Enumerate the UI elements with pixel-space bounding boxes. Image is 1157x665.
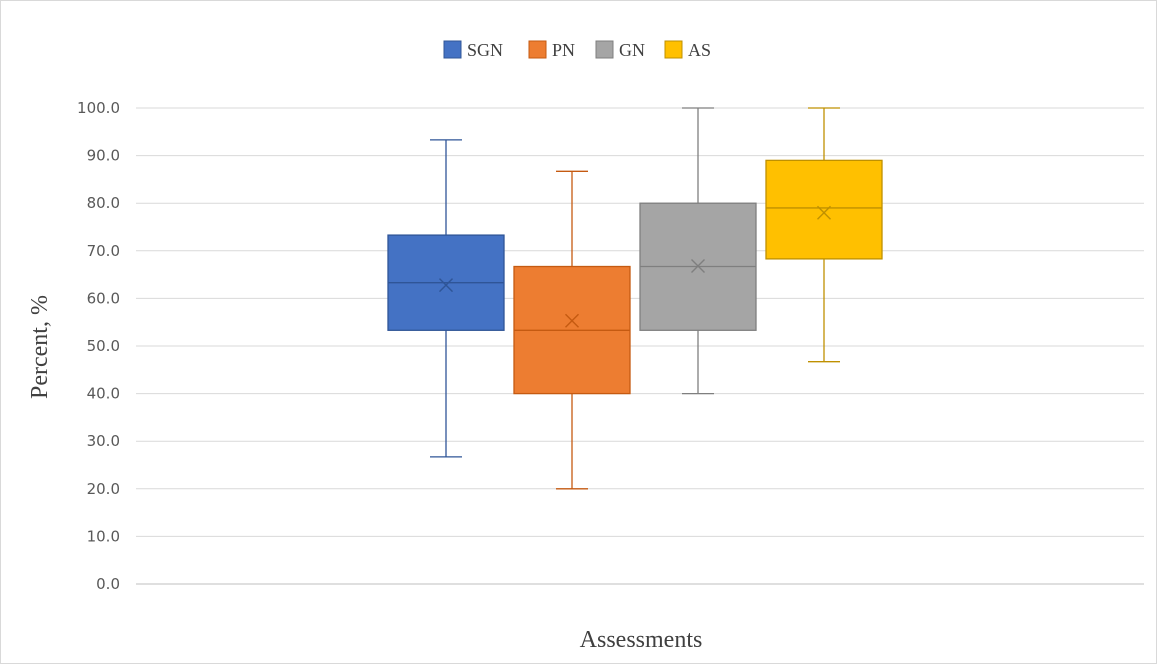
box-pn xyxy=(513,170,631,490)
legend-label: SGN xyxy=(467,40,503,60)
legend-label: PN xyxy=(552,40,575,60)
y-tick-label: 80.0 xyxy=(87,194,120,212)
legend-label: AS xyxy=(688,40,711,60)
y-tick-label: 90.0 xyxy=(87,147,120,165)
legend-item-sgn: SGN xyxy=(443,40,503,60)
legend-swatch xyxy=(664,40,683,59)
y-tick-label: 10.0 xyxy=(87,527,120,545)
legend-item-gn: GN xyxy=(595,40,645,60)
y-tick-label: 100.0 xyxy=(77,99,120,117)
y-tick-label: 0.0 xyxy=(96,575,120,593)
boxes xyxy=(387,107,883,490)
y-tick-label: 60.0 xyxy=(87,289,120,307)
legend-label: GN xyxy=(619,40,645,60)
y-tick-label: 70.0 xyxy=(87,242,120,260)
legend-swatch xyxy=(443,40,462,59)
legend-swatch xyxy=(595,40,614,59)
gridlines xyxy=(136,107,1144,585)
y-axis-ticks: 0.0 10.0 20.0 30.0 40.0 50.0 60.0 70.0 80.0 90.0 1… xyxy=(77,99,120,593)
box-sgn xyxy=(387,139,505,458)
mean-marker xyxy=(565,313,579,328)
legend: SGN PN GN AS xyxy=(443,40,711,60)
mean-marker xyxy=(817,205,831,220)
mean-marker xyxy=(439,278,453,293)
mean-marker xyxy=(691,259,705,274)
y-tick-label: 20.0 xyxy=(87,480,120,498)
legend-item-as: AS xyxy=(664,40,711,60)
x-axis-title: Assessments xyxy=(580,627,703,653)
box-as xyxy=(765,107,883,363)
legend-swatch xyxy=(528,40,547,59)
iqr-box xyxy=(765,159,883,260)
y-tick-label: 50.0 xyxy=(87,337,120,355)
legend-item-pn: PN xyxy=(528,40,575,60)
box-gn xyxy=(639,107,757,395)
y-tick-label: 40.0 xyxy=(87,385,120,403)
y-tick-label: 30.0 xyxy=(87,432,120,450)
y-axis-title: Percent, % xyxy=(27,295,53,399)
